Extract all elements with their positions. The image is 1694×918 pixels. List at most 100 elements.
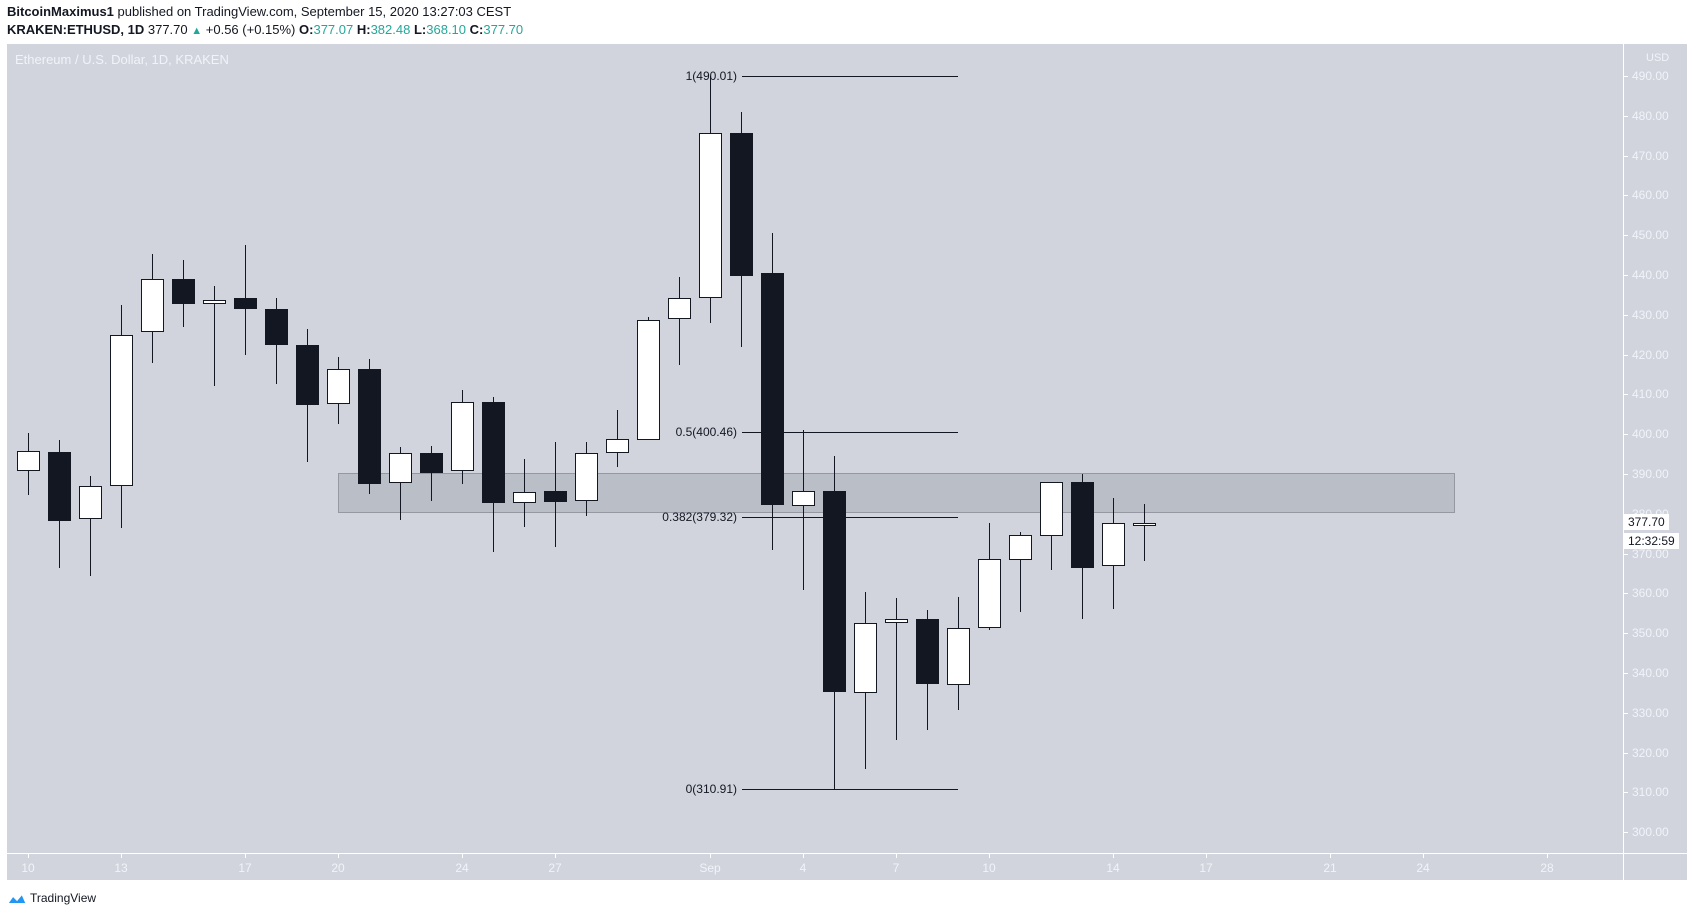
bullish-candle[interactable] (141, 279, 164, 332)
time-tick-label: 24 (455, 861, 469, 875)
time-tick-label: 17 (238, 861, 252, 875)
currency-label: USD (1646, 52, 1670, 64)
bullish-candle[interactable] (947, 628, 970, 685)
bullish-candle[interactable] (17, 451, 40, 471)
bullish-candle[interactable] (668, 298, 691, 319)
time-tick (28, 854, 29, 858)
price-tick-label: 390.00 (1632, 467, 1669, 481)
price-tick (1624, 115, 1628, 117)
time-tick (1330, 854, 1331, 858)
price-axis[interactable]: USD (1624, 44, 1687, 853)
bearish-candle[interactable] (730, 132, 753, 276)
bearish-candle[interactable] (296, 344, 319, 406)
candle-wick (895, 598, 897, 740)
bearish-candle[interactable] (761, 273, 784, 505)
axis-divider-horizontal (7, 853, 1687, 854)
bearish-candle[interactable] (544, 490, 567, 502)
open-value: 377.07 (313, 22, 354, 37)
price-tick-label: 340.00 (1632, 666, 1669, 680)
candle-wick (89, 475, 91, 577)
high-value: 382.48 (370, 22, 411, 37)
bearish-candle[interactable] (265, 308, 288, 345)
fib-level-line[interactable] (742, 788, 958, 790)
bullish-candle[interactable] (885, 618, 908, 623)
candle-wick (1143, 503, 1145, 562)
bullish-candle[interactable] (327, 369, 350, 405)
price-tick (1624, 354, 1628, 356)
countdown-label: 12:32:59 (1624, 532, 1679, 549)
bullish-candle[interactable] (1040, 481, 1063, 537)
bearish-candle[interactable] (1071, 481, 1094, 568)
price-tick (1624, 593, 1628, 595)
bearish-candle[interactable] (234, 297, 257, 309)
bullish-candle[interactable] (699, 132, 722, 299)
bullish-candle[interactable] (854, 622, 877, 693)
author-name[interactable]: BitcoinMaximus1 (7, 4, 114, 19)
time-tick-label: 4 (799, 861, 807, 875)
bullish-candle[interactable] (792, 491, 815, 506)
price-tick-label: 430.00 (1632, 307, 1669, 322)
bullish-candle[interactable] (79, 485, 102, 519)
axis-divider-vertical (1623, 44, 1624, 880)
time-axis[interactable] (7, 854, 1623, 880)
time-tick-label: 17 (1199, 861, 1213, 875)
bearish-candle[interactable] (358, 369, 381, 484)
bullish-candle[interactable] (1009, 535, 1032, 560)
price-tick (1624, 76, 1628, 77)
publish-text: published on TradingView.com, September … (117, 4, 512, 19)
price-tick-label: 480.00 (1632, 108, 1669, 123)
pane-title: Ethereum / U.S. Dollar, 1D, KRAKEN (15, 52, 229, 67)
time-tick-label: 21 (1323, 861, 1337, 875)
tradingview-logo[interactable]: TradingView (7, 891, 96, 905)
bullish-candle[interactable] (606, 438, 629, 453)
time-tick (1547, 854, 1548, 858)
bullish-candle[interactable] (389, 452, 412, 483)
fib-level-label: 0(310.91) (685, 781, 737, 796)
bullish-candle[interactable] (451, 402, 474, 472)
bearish-candle[interactable] (916, 618, 939, 685)
bearish-candle[interactable] (420, 452, 443, 473)
price-tick-label: 350.00 (1632, 626, 1669, 641)
fib-level-line[interactable] (742, 516, 958, 518)
bullish-candle[interactable] (110, 335, 133, 486)
time-tick (1206, 854, 1207, 858)
bearish-candle[interactable] (48, 452, 71, 521)
fib-level-line[interactable] (742, 432, 958, 434)
bullish-candle[interactable] (637, 319, 660, 440)
bullish-candle[interactable] (1133, 522, 1156, 526)
time-tick (462, 854, 463, 858)
time-tick-label: 28 (1540, 861, 1554, 875)
fib-level-line[interactable] (742, 75, 958, 77)
candle-wick (399, 446, 401, 520)
bullish-candle[interactable] (978, 559, 1001, 629)
bearish-candle[interactable] (482, 402, 505, 504)
price-tick (1624, 553, 1628, 555)
bullish-candle[interactable] (575, 452, 598, 501)
time-tick-label: 27 (548, 861, 562, 875)
candle-wick (616, 410, 618, 468)
last-price-label: 377.70 (1624, 513, 1669, 530)
price-tick (1624, 434, 1628, 436)
fib-level-label: 0.5(400.46) (675, 425, 737, 440)
time-tick-label: 20 (331, 861, 345, 875)
price-change: +0.56 (+0.15%) (205, 22, 296, 37)
candle-wick (213, 285, 215, 387)
time-tick (121, 854, 122, 858)
close-label: C: (469, 22, 484, 37)
bullish-candle[interactable] (1102, 522, 1125, 567)
support-resistance-zone[interactable] (338, 473, 1455, 513)
time-tick-label: Sep (699, 861, 721, 875)
up-arrow-icon: ▲ (191, 25, 203, 37)
price-tick-label: 370.00 (1632, 546, 1669, 561)
tradingview-cloud-icon (7, 892, 27, 904)
chart-pane[interactable]: Ethereum / U.S. Dollar, 1D, KRAKEN (7, 44, 1623, 853)
bearish-candle[interactable] (172, 279, 195, 305)
time-tick-label: 10 (982, 861, 996, 875)
bearish-candle[interactable] (823, 490, 846, 692)
time-tick (1113, 854, 1114, 858)
bullish-candle[interactable] (203, 300, 226, 304)
time-tick (803, 854, 804, 858)
low-label: L: (413, 22, 427, 37)
bullish-candle[interactable] (513, 491, 536, 503)
symbol-legend: KRAKEN:ETHUSD, 1D 377.70 ▲ +0.56 (+0.15%… (7, 22, 523, 37)
